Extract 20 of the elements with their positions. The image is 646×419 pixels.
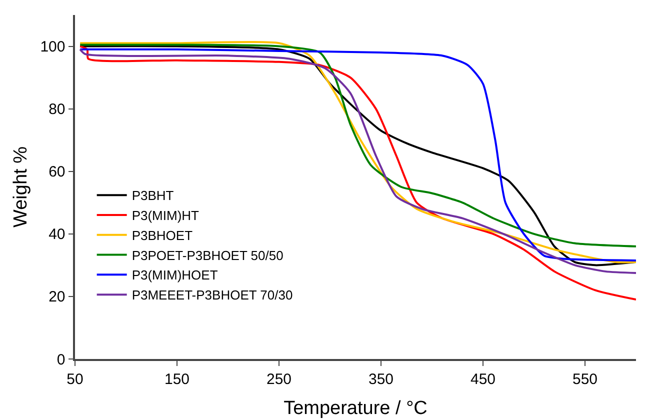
y-tick-label: 100 xyxy=(40,38,66,56)
x-tick-label: 150 xyxy=(164,370,190,388)
legend-label: P3BHOET xyxy=(132,228,193,243)
legend-label: P3(MIM)HT xyxy=(132,208,200,224)
legend-label: P3POET-P3BHOET 50/50 xyxy=(132,248,284,263)
legend-label: P3(MIM)HOET xyxy=(132,268,218,283)
x-tick-label: 250 xyxy=(266,370,292,388)
y-axis-title: Weight % xyxy=(10,146,32,228)
y-tick-label: 20 xyxy=(48,288,66,306)
y-tick-label: 60 xyxy=(48,164,66,181)
y-tick-label: 0 xyxy=(56,351,66,368)
y-tick-label: 40 xyxy=(48,226,66,244)
x-tick-label: 50 xyxy=(66,370,84,388)
legend-label: P3BHT xyxy=(132,188,174,204)
x-axis-title: Temperature / °C xyxy=(284,398,428,419)
x-tick-label: 550 xyxy=(572,370,598,388)
x-tick-label: 450 xyxy=(470,370,496,388)
legend-label: P3MEEET-P3BHOET 70/30 xyxy=(132,288,293,303)
x-tick-label: 350 xyxy=(368,370,394,388)
y-tick-label: 80 xyxy=(48,101,66,118)
